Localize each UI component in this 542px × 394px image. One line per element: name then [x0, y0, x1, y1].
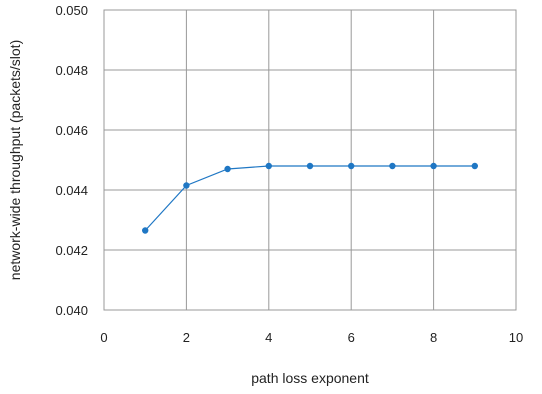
data-point: [265, 162, 272, 170]
y-axis-title: network-wide throughput (packets/slot): [7, 40, 23, 280]
data-point: [183, 182, 190, 189]
x-tick-label: 10: [509, 330, 523, 345]
data-point: [430, 162, 437, 170]
x-tick-label: 6: [348, 330, 355, 345]
x-tick-label: 8: [430, 330, 437, 345]
y-tick-label: 0.044: [55, 183, 88, 198]
y-tick-label: 0.046: [55, 123, 88, 138]
y-tick-label: 0.050: [55, 3, 88, 18]
data-point: [348, 162, 355, 170]
plot-area-frame: [103, 9, 517, 311]
data-point: [142, 227, 149, 234]
y-tick-label: 0.042: [55, 243, 88, 258]
x-tick-label: 4: [265, 330, 272, 345]
data-point: [389, 162, 396, 170]
data-point: [306, 162, 314, 170]
x-tick-label: 0: [100, 330, 107, 345]
y-tick-label: 0.048: [55, 63, 88, 78]
x-axis-title: path loss exponent: [251, 370, 369, 386]
data-point: [471, 162, 478, 170]
x-axis-ticks: 0 2 4 6 8 10: [100, 330, 523, 345]
y-tick-label: 0.040: [55, 303, 88, 318]
x-tick-label: 2: [183, 330, 190, 345]
series-line: [144, 165, 475, 231]
series-group: [142, 162, 478, 234]
data-point: [224, 165, 231, 173]
grid-lines: [103, 9, 517, 311]
y-axis-ticks: 0.040 0.042 0.044 0.046 0.048 0.050: [55, 3, 88, 318]
